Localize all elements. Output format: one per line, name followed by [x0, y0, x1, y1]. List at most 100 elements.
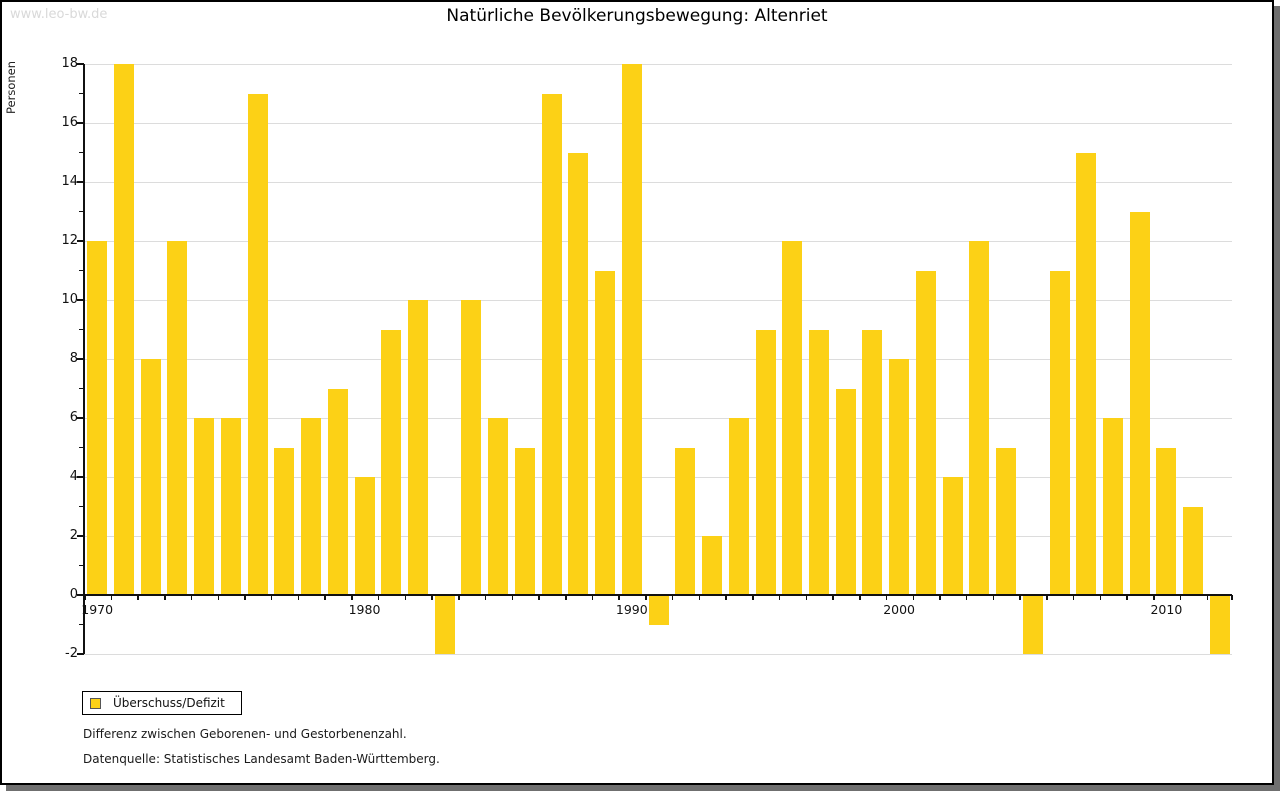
x-tick-3	[164, 595, 166, 600]
y-minor-tick-15	[79, 151, 84, 154]
y-major-tick-0	[77, 594, 84, 596]
y-major-tick-16	[77, 122, 84, 124]
y-major-tick-4	[77, 476, 84, 478]
y-major-tick-18	[77, 63, 84, 65]
x-tick-25	[752, 595, 754, 600]
bar-2004	[996, 447, 1016, 595]
y-tick-label--2: -2	[65, 646, 78, 661]
bar-1998	[835, 388, 856, 595]
x-tick-13	[431, 595, 433, 600]
bar-1999	[862, 329, 883, 595]
gridline-18	[84, 64, 1232, 65]
bar-2008	[1102, 418, 1123, 595]
bar-1978	[301, 418, 321, 595]
bar-1972	[140, 359, 161, 595]
x-tick-8	[297, 595, 300, 600]
y-minor-tick-13	[79, 210, 84, 213]
bar-1973	[167, 241, 188, 595]
gridline-6	[84, 418, 1232, 419]
x-tick-17	[538, 595, 540, 600]
x-tick-19	[591, 595, 594, 600]
bar-1989	[595, 270, 616, 595]
bar-2011	[1183, 506, 1204, 595]
x-tick-36	[1046, 595, 1048, 600]
y-minor-tick-7	[79, 387, 84, 390]
x-tick-39	[1126, 595, 1128, 600]
watermark-text: www.leo-bw.de	[10, 7, 108, 22]
y-minor-tick-3	[79, 505, 84, 508]
y-tick-label-4: 4	[69, 469, 78, 484]
bar-1993	[702, 536, 722, 595]
bar-2003	[969, 241, 990, 595]
bar-1971	[113, 64, 134, 595]
bar-1984	[461, 300, 482, 595]
bar-2000	[889, 359, 910, 595]
gridline-12	[84, 241, 1232, 242]
bar-2006	[1049, 270, 1070, 595]
x-tick-38	[1099, 595, 1102, 600]
x-tick-4	[190, 595, 193, 600]
x-tick-40	[1153, 595, 1155, 600]
bar-1987	[541, 93, 562, 595]
gridline-4	[84, 477, 1232, 478]
x-tick-14	[458, 595, 460, 600]
bar-1980	[354, 477, 375, 595]
y-tick-label-18: 18	[61, 56, 78, 71]
x-tick-24	[725, 595, 727, 600]
y-major-tick-6	[77, 417, 84, 419]
y-tick-label-2: 2	[69, 528, 78, 543]
x-axis-line	[84, 594, 1232, 596]
y-minor-tick-11	[79, 269, 84, 272]
y-tick-label-10: 10	[61, 292, 78, 307]
x-tick-29	[859, 595, 861, 600]
bar-1982	[408, 300, 428, 595]
bar-2001	[915, 270, 936, 595]
x-tick-7	[270, 595, 273, 600]
bar-2005	[1022, 595, 1043, 654]
y-axis-line	[83, 64, 85, 654]
y-axis-title: Personen	[4, 60, 18, 114]
x-tick-43	[1231, 595, 1233, 600]
y-major-tick-2	[77, 535, 84, 537]
x-tick-31	[912, 595, 914, 600]
bar-1976	[247, 93, 268, 595]
y-tick-label-6: 6	[69, 410, 78, 425]
x-tick-22	[671, 595, 674, 600]
x-tick-label-2000: 2000	[883, 602, 915, 617]
gridline-16	[84, 123, 1232, 124]
y-major-tick--2	[77, 653, 84, 655]
x-tick-12	[404, 595, 407, 600]
gridline-10	[84, 300, 1232, 301]
bar-1996	[782, 241, 803, 595]
y-major-tick-10	[77, 299, 84, 301]
bar-1981	[381, 329, 402, 595]
x-tick-18	[565, 595, 567, 600]
x-tick-label-1980: 1980	[348, 602, 381, 617]
x-tick-21	[645, 595, 647, 600]
bar-1985	[488, 418, 509, 595]
x-tick-27	[805, 595, 807, 600]
gridline-14	[84, 182, 1232, 183]
gridline-2	[84, 536, 1232, 537]
x-tick-16	[511, 595, 513, 600]
x-tick-0	[84, 595, 86, 600]
bar-1974	[194, 418, 215, 595]
x-tick-20	[618, 595, 620, 600]
bar-2007	[1076, 152, 1097, 595]
y-tick-label-14: 14	[61, 174, 78, 189]
gridline--2	[84, 654, 1232, 655]
y-minor-tick-17	[79, 92, 84, 95]
x-tick-6	[244, 595, 246, 600]
y-minor-tick-5	[79, 446, 84, 449]
y-minor-tick--1	[79, 623, 84, 626]
x-tick-41	[1179, 595, 1182, 600]
x-tick-33	[965, 595, 968, 600]
bar-1991	[648, 595, 669, 625]
bar-2002	[942, 477, 963, 595]
bar-1975	[220, 418, 241, 595]
x-tick-35	[1019, 595, 1021, 600]
bar-1992	[675, 447, 696, 595]
bar-1983	[434, 595, 455, 654]
x-tick-1	[110, 595, 113, 600]
y-minor-tick-9	[79, 328, 84, 331]
